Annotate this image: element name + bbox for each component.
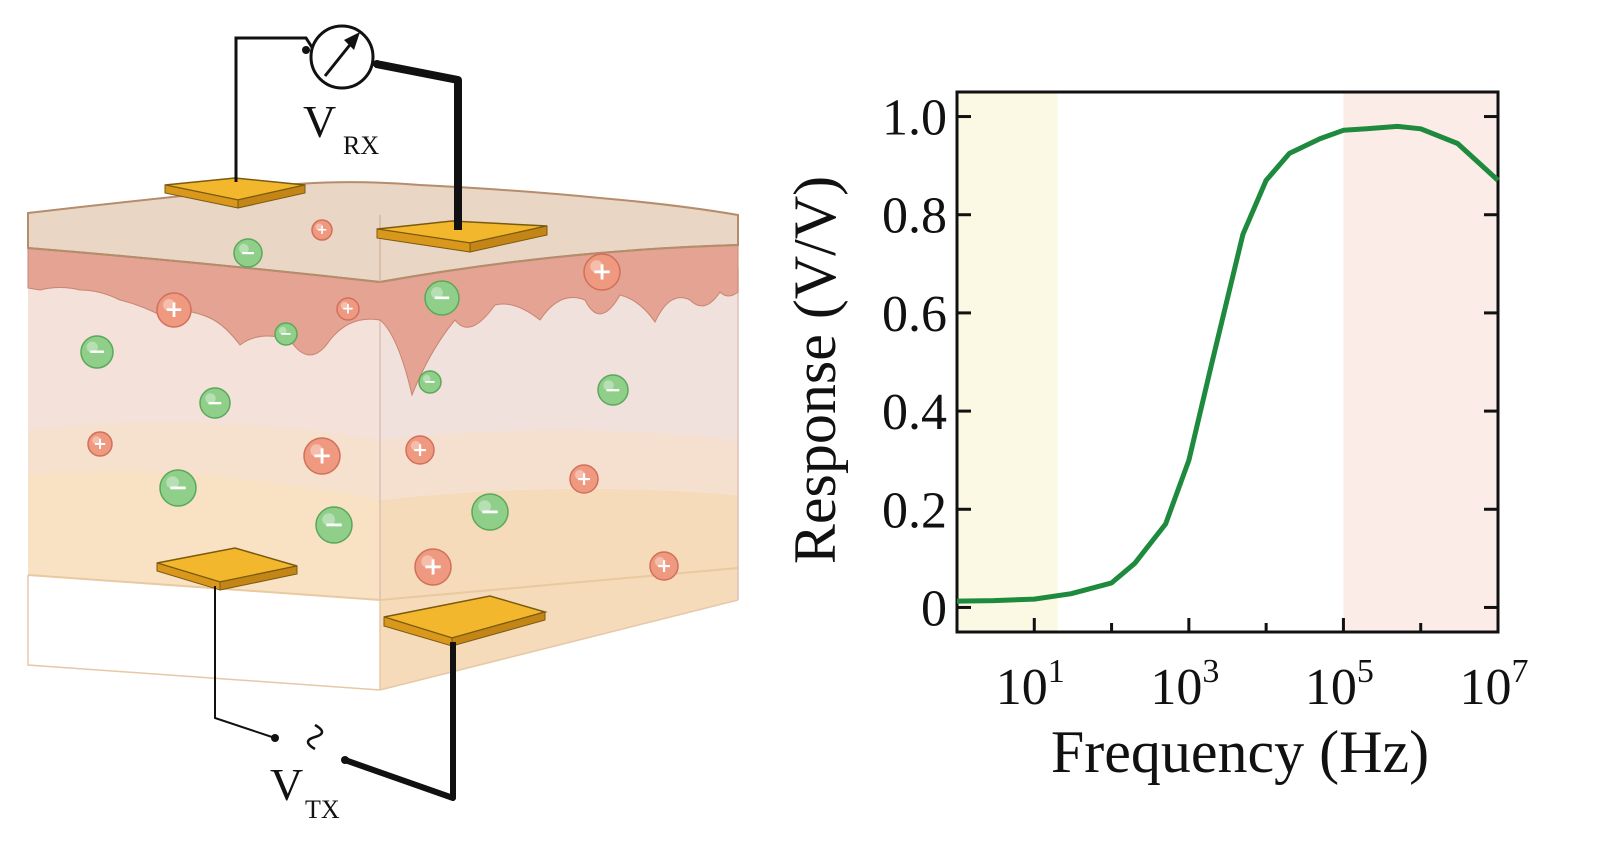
positive-ion-symbol: + [316,222,327,238]
x-axis-ticks: 101 103 105 107 [955,618,1529,716]
negative-ion: − [597,374,629,406]
shaded-bands [957,92,1498,632]
negative-ion-symbol: − [88,340,106,365]
y-tick-label: 0.6 [882,286,947,343]
positive-ion: + [405,435,435,465]
electrode-rx-left [164,177,306,209]
voltmeter-icon [309,24,375,90]
negative-ion: − [424,280,460,316]
positive-ion-symbol: + [164,297,183,323]
positive-ion: + [649,551,679,581]
positive-ion: + [156,292,192,328]
positive-ion: + [303,437,341,475]
negative-ion-symbol: − [207,390,224,414]
positive-ion-symbol: + [93,434,107,453]
electrode-tx-right [383,595,548,647]
negative-ion: − [471,493,509,531]
y-axis-ticks: 0 0.2 0.4 0.6 0.8 1.0 [882,90,1498,637]
x-axis-title: Frequency (Hz) [1051,719,1429,785]
response-curve [956,123,1500,604]
negative-ion: − [199,387,231,419]
plot-frame [955,90,1500,634]
negative-ion-symbol: − [168,473,188,502]
positive-ion-symbol: + [592,257,612,286]
positive-ion: + [583,253,621,291]
skin-electrode-diagram: + − + + + − − − − − − + + + + − − − + + [27,24,739,824]
y-tick-label: 1.0 [882,90,947,147]
x-tick-label: 105 [1305,653,1374,716]
positive-ion: + [311,219,333,241]
receiver-circuit: V RX [234,24,462,230]
negative-ion: − [159,469,197,507]
y-tick-label: 0 [921,580,947,637]
shaded-band [1343,92,1498,632]
negative-ion: − [274,322,298,346]
negative-ion-symbol: − [480,497,500,526]
x-tick-label: 103 [1150,653,1219,716]
shaded-band [957,92,1058,632]
positive-ion: + [569,464,599,494]
negative-ion-symbol: − [324,510,344,539]
transmitter-voltage-label: V [270,759,303,810]
negative-ion: − [80,335,114,369]
y-tick-label: 0.8 [882,188,947,245]
negative-ion-symbol: − [424,373,436,391]
positive-ion: + [336,297,360,321]
y-tick-label: 0.2 [882,482,947,539]
y-tick-label: 0.4 [882,384,947,441]
positive-ion-symbol: + [312,441,332,470]
frequency-response-chart: 0 0.2 0.4 0.6 0.8 1.0 101 103 105 107 Frequency … [782,90,1529,785]
negative-ion-symbol: − [240,242,256,264]
positive-ion-symbol: + [576,468,592,490]
electrode-rx-right [376,220,548,253]
positive-ion-symbol: + [423,552,443,581]
positive-ion-symbol: + [656,555,672,577]
positive-ion-symbol: + [412,439,428,461]
negative-ion: − [418,370,442,394]
positive-ion: + [414,548,452,586]
y-axis-title: Response (V/V) [782,176,848,564]
x-tick-label: 101 [996,653,1065,716]
transmitter-circuit: V TX [214,586,456,824]
receiver-voltage-label: V [303,96,336,147]
negative-ion: − [233,238,263,268]
ac-source-icon [306,723,324,751]
negative-ion: − [315,506,353,544]
receiver-voltage-subscript: RX [343,131,379,160]
x-tick-label: 107 [1460,653,1529,716]
negative-ion-symbol: − [432,285,451,311]
transmitter-voltage-subscript: TX [305,795,340,824]
electrode-tx-left [156,547,298,591]
negative-ion-symbol: − [280,325,292,343]
hypodermis-layer [28,470,738,690]
positive-ion-symbol: + [342,300,354,318]
ions-group: + − + + + − − − − − − + + + + − − − + + [80,219,679,586]
negative-ion-symbol: − [605,377,622,401]
positive-ion: + [87,431,113,457]
